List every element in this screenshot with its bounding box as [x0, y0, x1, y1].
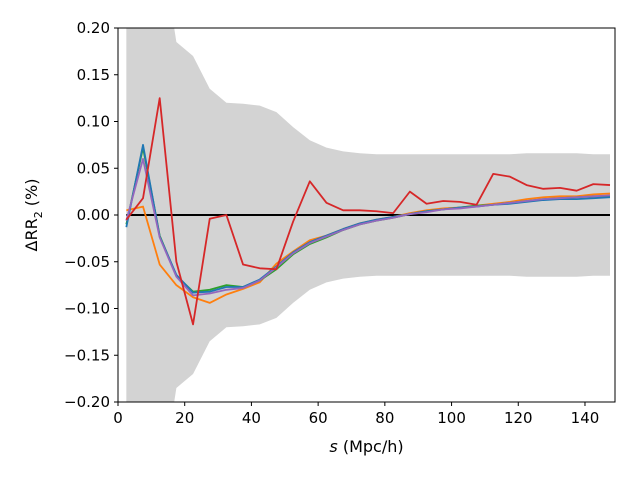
x-tick-label: 20 — [175, 409, 194, 427]
y-tick-label: 0.20 — [77, 19, 110, 37]
x-axis-label: s (Mpc/h) — [329, 437, 403, 456]
y-tick-label: 0.00 — [77, 206, 110, 224]
series-line-4 — [125, 157, 611, 297]
y-axis: −0.20 −0.15 −0.10 −0.05 0.00 0.05 0.10 0.15 0.20 — [64, 19, 118, 411]
x-axis-variable: s — [329, 437, 337, 456]
y-axis-subscript: 2 — [32, 211, 45, 218]
x-tick-label: 100 — [437, 409, 466, 427]
series-line-3 — [125, 143, 611, 294]
x-axis-unit: (Mpc/h) — [338, 437, 404, 456]
y-tick-label: −0.05 — [64, 253, 110, 271]
y-tick-label: −0.20 — [64, 393, 110, 411]
series-line-5 — [125, 97, 611, 326]
y-tick-label: 0.10 — [77, 113, 110, 131]
y-tick-label: −0.10 — [64, 300, 110, 318]
y-axis-unit: (%) — [22, 179, 41, 212]
y-axis-label: ΔRR2 (%) — [22, 179, 45, 252]
x-tick-label: 60 — [309, 409, 328, 427]
plot-area — [117, 27, 616, 403]
x-tick-label: 140 — [571, 409, 600, 427]
y-tick-label: 0.05 — [77, 159, 110, 177]
x-axis: 0 20 40 60 80 100 120 140 — [113, 402, 599, 427]
x-tick-label: 40 — [242, 409, 261, 427]
x-tick-label: 120 — [504, 409, 533, 427]
x-tick-label: 0 — [113, 409, 123, 427]
y-tick-label: 0.15 — [77, 66, 110, 84]
y-tick-label: −0.15 — [64, 346, 110, 364]
y-axis-quantity: ΔRR — [22, 218, 41, 251]
x-tick-label: 80 — [375, 409, 394, 427]
shaded-band — [126, 28, 610, 402]
